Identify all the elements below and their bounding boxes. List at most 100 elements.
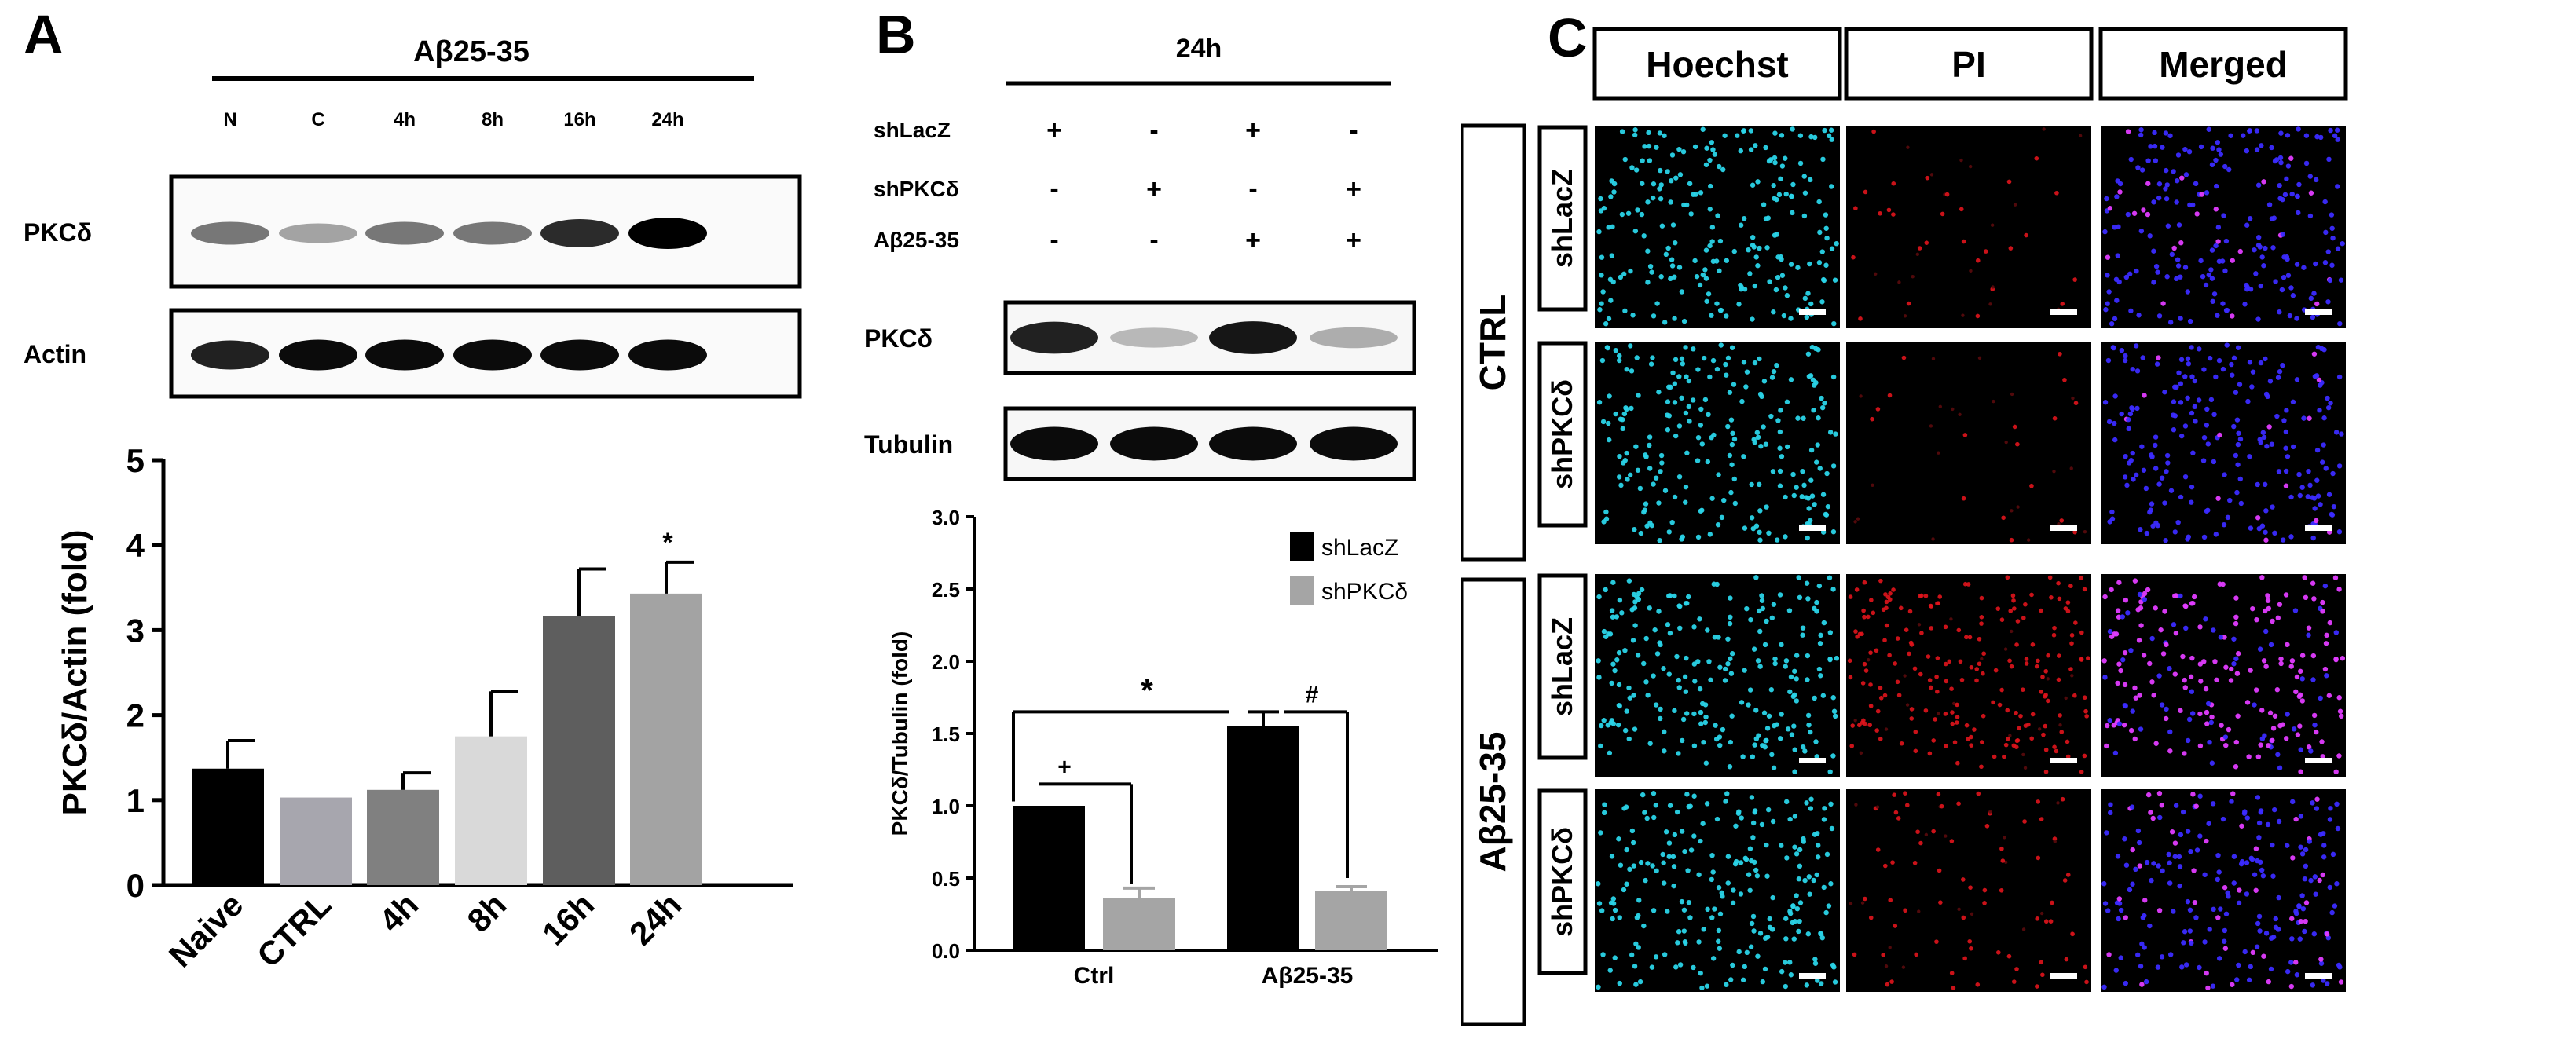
cell-nucleus [2008,609,2014,613]
cell-nucleus [1888,946,1892,949]
cell-nucleus [2312,506,2318,511]
cell-nucleus [2244,700,2251,705]
cell-nucleus [2011,743,2017,748]
cell-nucleus [2116,916,2121,922]
cell-nucleus [1828,801,1834,807]
cell-nucleus [1759,821,1765,828]
cell-nucleus [1700,821,1706,826]
cell-nucleus [1801,482,1807,488]
cell-nucleus [2310,982,2316,988]
cell-nucleus [1658,167,1663,174]
cell-nucleus [1699,507,1705,513]
cell-nucleus [2153,605,2158,611]
cell-nucleus [2205,441,2211,447]
cell-nucleus [1613,411,1618,417]
cell-nucleus [1834,240,1839,247]
cell-nucleus [1822,806,1827,811]
cell-nucleus [1731,436,1738,442]
cell-nucleus [1643,501,1649,507]
cell-nucleus [1757,245,1762,251]
cell-nucleus [1867,658,1871,662]
cell-nucleus [2205,507,2211,513]
cell-nucleus [1691,711,1697,717]
cell-nucleus [2242,809,2248,814]
cell-nucleus [1977,636,1982,642]
cell-nucleus [1830,463,1837,469]
cell-nucleus [2177,883,2182,889]
cell-nucleus [2036,855,2041,861]
cell-nucleus [1796,575,1801,580]
x-tick-label: Naive [162,886,250,974]
cell-nucleus [2167,320,2174,325]
cell-nucleus [2023,602,2028,607]
cell-nucleus [2128,727,2134,734]
cell-nucleus [1882,638,1887,643]
column-header-box [2098,27,2348,101]
cell-nucleus [2210,801,2216,807]
cell-nucleus [1691,793,1697,799]
cell-nucleus [1685,868,1691,873]
cell-nucleus [2136,840,2142,846]
cell-nucleus [2310,495,2315,500]
cell-nucleus [2207,927,2212,932]
cell-nucleus [1822,127,1827,134]
cell-nucleus [2213,157,2219,163]
cell-nucleus [1701,927,1706,932]
micrograph-background [1595,342,1840,544]
cell-nucleus [1647,434,1653,440]
cell-nucleus [1982,901,1987,905]
cell-nucleus [2132,578,2138,584]
cell-nucleus [1807,261,1812,267]
scale-bar [2050,525,2077,531]
cell-nucleus [2298,919,2303,924]
cell-nucleus [1784,399,1790,405]
cell-nucleus [1661,860,1666,865]
lane-label: 16h [563,109,595,130]
cell-nucleus [1747,887,1753,893]
cell-nucleus [2275,615,2281,621]
cell-nucleus [2136,313,2142,318]
cell-nucleus [2314,518,2319,524]
cell-nucleus [1788,377,1794,382]
cell-nucleus [2197,711,2203,717]
cell-nucleus [1600,952,1606,957]
y-tick-label: 4 [126,527,145,564]
cell-nucleus [2202,939,2208,945]
cell-nucleus [1687,803,1693,809]
cell-nucleus [1831,964,1837,970]
cell-nucleus [1717,742,1723,748]
micrograph-hoechst [1595,126,1840,328]
cell-nucleus [1915,252,1920,257]
cell-nucleus [2247,216,2253,221]
y-tick-label: 2.5 [932,578,960,602]
cell-nucleus [2339,431,2344,437]
cell-nucleus [1723,799,1728,804]
cell-nucleus [1647,520,1653,526]
cell-nucleus [2263,508,2269,514]
panel-c-figure: C Hoechst PI Merged CTRLshLacZshPKCδAβ25-3… [1459,7,2348,1026]
cell-nucleus [2254,616,2259,623]
cell-nucleus [2257,437,2263,442]
cell-nucleus [2334,801,2340,807]
cell-nucleus [1848,594,1853,599]
cell-nucleus [2303,863,2309,869]
cell-nucleus [1620,417,1625,423]
blot-band [1310,327,1398,349]
scale-bar [1799,973,1826,979]
cell-nucleus [2105,273,2110,278]
cell-nucleus [2206,272,2212,278]
cell-nucleus [1784,855,1790,861]
cell-nucleus [2209,276,2215,281]
cell-nucleus [1629,828,1636,834]
cell-nucleus [2160,868,2165,874]
cell-nucleus [1746,702,1751,708]
cell-nucleus [1711,432,1717,438]
cell-nucleus [2185,829,2191,834]
cell-nucleus [1723,666,1728,672]
cell-nucleus [1797,900,1804,905]
cell-nucleus [2162,390,2167,395]
cell-nucleus [1815,831,1820,836]
cell-nucleus [2332,903,2338,909]
cell-nucleus [1647,158,1653,163]
